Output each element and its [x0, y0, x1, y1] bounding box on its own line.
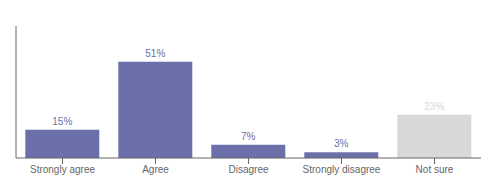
svg-text:Strongly disagree: Strongly disagree	[303, 164, 381, 175]
svg-text:7%: 7%	[241, 131, 256, 142]
svg-text:Not sure: Not sure	[416, 164, 454, 175]
svg-text:15%: 15%	[52, 116, 72, 127]
svg-text:51%: 51%	[145, 48, 165, 59]
svg-text:Strongly agree: Strongly agree	[30, 164, 95, 175]
svg-text:Disagree: Disagree	[228, 164, 268, 175]
svg-text:23%: 23%	[424, 101, 444, 112]
svg-text:Agree: Agree	[142, 164, 169, 175]
svg-text:3%: 3%	[334, 138, 349, 149]
